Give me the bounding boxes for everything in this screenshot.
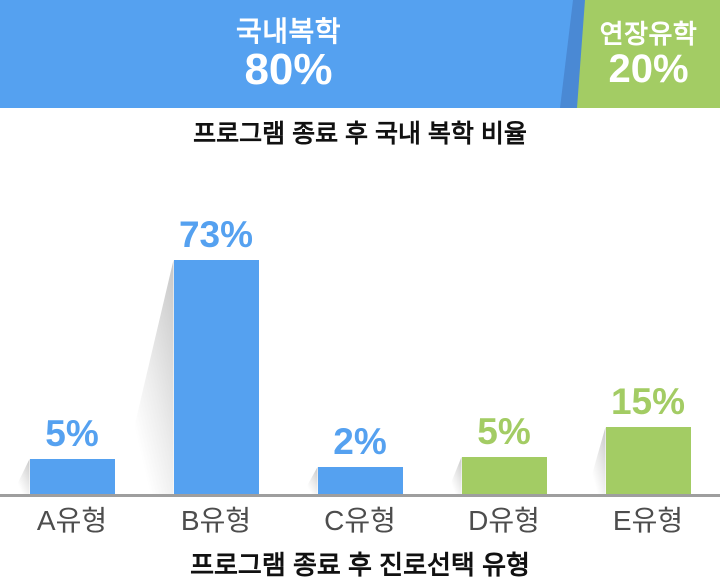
banner-secondary-value: 20% — [608, 47, 689, 92]
bar-value-label: 5% — [477, 411, 531, 452]
bar-group-b: 73% — [118, 108, 288, 494]
banner-primary-value: 80% — [244, 45, 333, 95]
category-label-e: E유형 — [612, 505, 684, 536]
bar-value-label: 15% — [610, 381, 686, 422]
category-label-d: D유형 — [468, 505, 540, 536]
banner-primary-stat: 국내복학 80% — [0, 0, 577, 108]
bar-group-d: 5% — [432, 108, 576, 494]
banner-primary-label: 국내복학 — [235, 15, 342, 47]
bar — [586, 427, 691, 494]
bar-group-a: 5% — [0, 108, 144, 494]
category-label-b: B유형 — [180, 505, 252, 536]
bar-shadow — [446, 457, 462, 494]
bar-value-label: 73% — [178, 214, 254, 255]
bar — [12, 459, 115, 494]
bar-shadow — [302, 467, 318, 494]
bar-chart: 5% 73% 2% 5% 15% — [0, 108, 720, 494]
category-label-a: A유형 — [36, 505, 108, 536]
banner-secondary-stat: 연장유학 20% — [577, 0, 720, 108]
ratio-banner: 국내복학 80% 연장유학 20% — [0, 0, 720, 108]
chart-title: 프로그램 종료 후 진로선택 유형 — [190, 550, 530, 580]
bar — [446, 457, 547, 494]
bar-shadow — [586, 427, 606, 494]
category-label-c: C유형 — [324, 505, 396, 536]
category-labels: A유형 B유형 C유형 D유형 E유형 — [0, 507, 720, 535]
bar-value-label: 2% — [333, 421, 387, 462]
bar-shadow — [12, 459, 30, 494]
chart-subtitle: 프로그램 종료 후 국내 복학 비율 — [193, 120, 527, 148]
bar-group-e: 15% — [576, 108, 720, 494]
bar — [118, 260, 259, 494]
bar — [302, 467, 403, 494]
x-axis-line — [0, 494, 720, 497]
banner-green-section — [577, 0, 720, 108]
bar-value-label: 5% — [45, 413, 99, 454]
banner-secondary-label: 연장유학 — [599, 18, 698, 49]
bar-group-c: 2% — [288, 108, 432, 494]
